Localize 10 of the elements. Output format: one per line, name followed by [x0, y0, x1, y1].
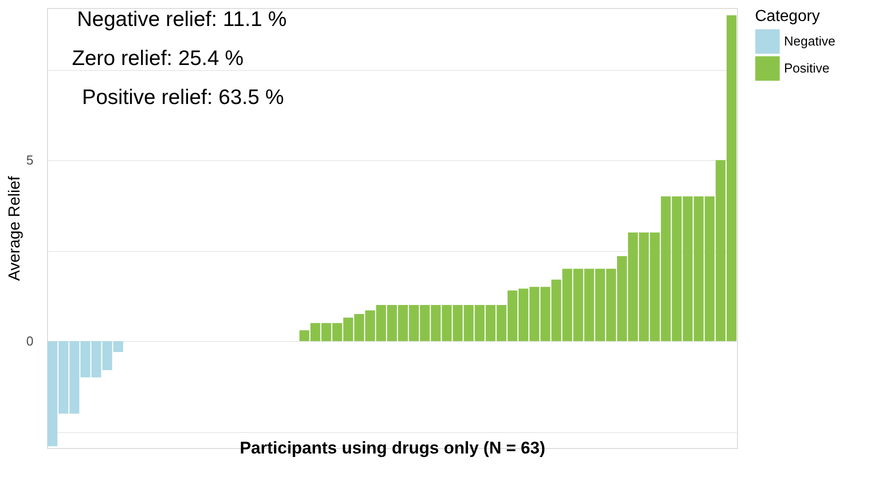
- annotation: Zero relief: 25.4 %: [72, 47, 244, 70]
- annotation: Positive relief: 63.5 %: [82, 86, 284, 109]
- annotation: Negative relief: 11.1 %: [77, 8, 287, 31]
- x-axis-title: Participants using drugs only (N = 63): [240, 438, 546, 458]
- y-axis-title: Average Relief: [6, 176, 24, 281]
- legend-title: Category: [755, 8, 820, 25]
- y-tick-label: 0: [26, 334, 34, 349]
- legend-label: Negative: [784, 34, 836, 48]
- legend-label: Positive: [784, 60, 830, 76]
- y-tick-label: 5: [26, 152, 34, 168]
